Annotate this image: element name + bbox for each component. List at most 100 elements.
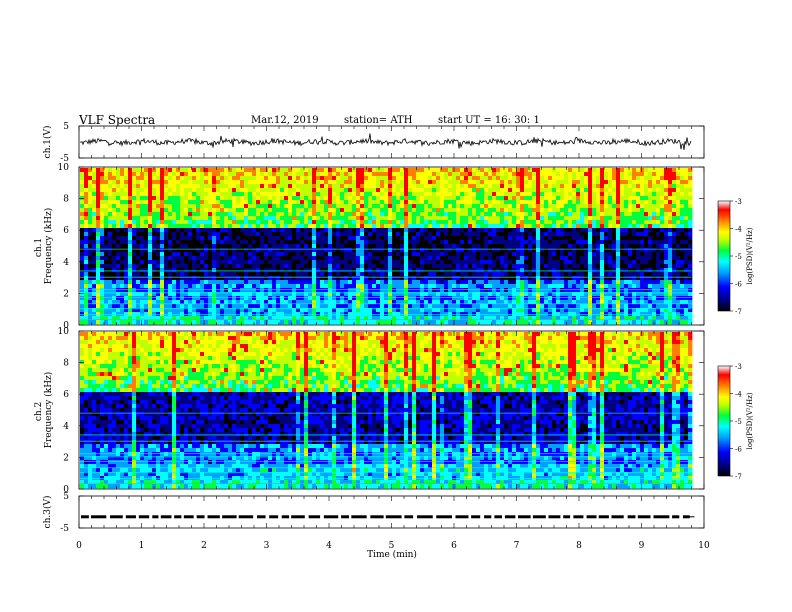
spectrogram-cell: [664, 176, 669, 181]
spectrogram-cell: [588, 268, 593, 273]
spectrogram-cell: [368, 188, 373, 193]
spectrogram-cell: [392, 260, 397, 265]
spectrogram-cell: [328, 180, 333, 185]
spectrogram-cell: [212, 196, 217, 201]
spectrogram-cell: [436, 284, 441, 289]
spectrogram-cell: [132, 240, 137, 245]
spectrogram-cell: [572, 248, 577, 253]
spectrogram-cell: [668, 272, 673, 277]
spectrogram-cell: [192, 292, 197, 297]
spectrogram-cell: [512, 268, 517, 273]
spectrogram-cell: [268, 292, 273, 297]
spectrogram-cell: [400, 232, 405, 237]
spectrogram-cell: [272, 172, 277, 177]
spectrogram-cell: [368, 268, 373, 273]
spectrogram-cell: [460, 200, 465, 205]
spectrogram-cell: [520, 208, 525, 213]
spectrogram-cell: [584, 280, 589, 285]
spectrogram-cell: [172, 248, 177, 253]
spectrogram-cell: [312, 236, 317, 241]
spectrogram-cell: [468, 224, 473, 229]
spectrogram-cell: [536, 188, 541, 193]
spectrogram-cell: [268, 176, 273, 181]
spectrogram-cell: [440, 180, 445, 185]
spectrogram-cell: [224, 284, 229, 289]
spectrogram-cell: [124, 256, 129, 261]
spectrogram-cell: [616, 168, 621, 173]
spectrogram-cell: [416, 264, 421, 269]
spectrogram-cell: [672, 224, 677, 229]
spectrogram-cell: [396, 180, 401, 185]
spectrogram-cell: [408, 272, 413, 277]
spectrogram-cell: [492, 236, 497, 241]
spectrogram-cell: [288, 188, 293, 193]
spectrogram-cell: [112, 260, 117, 265]
spectrogram-cell: [668, 168, 673, 173]
spectrogram-cell: [472, 268, 477, 273]
spectrogram-cell: [592, 236, 597, 241]
spectrogram-cell: [188, 260, 193, 265]
spectrogram-cell: [236, 292, 241, 297]
spectrogram-cell: [380, 212, 385, 217]
spectrogram-cell: [552, 256, 557, 261]
spectrogram-cell: [236, 276, 241, 281]
spectrogram-cell: [140, 284, 145, 289]
spectrogram-cell: [416, 184, 421, 189]
spectrogram-cell: [688, 292, 693, 297]
spectrogram-cell: [616, 192, 621, 197]
spectrogram-cell: [136, 288, 141, 293]
station-label: station= ATH: [344, 115, 413, 126]
spectrogram-cell: [508, 256, 513, 261]
spectrogram-cell: [436, 236, 441, 241]
spectrogram-cell: [504, 240, 509, 245]
spectrogram-cell: [332, 232, 337, 237]
spectrogram-cell: [560, 272, 565, 277]
spectrogram-cell: [484, 184, 489, 189]
spectrogram-cell: [200, 232, 205, 237]
spectrogram-cell: [404, 224, 409, 229]
spectrogram-cell: [244, 260, 249, 265]
spectrogram-cell: [312, 288, 317, 293]
spectrogram-cell: [652, 240, 657, 245]
spectrogram-cell: [164, 168, 169, 173]
spectrogram-cell: [344, 276, 349, 281]
spectrogram-cell: [116, 196, 121, 201]
spectrogram-cell: [640, 260, 645, 265]
spectrogram-cell: [264, 252, 269, 257]
spectrogram-cell: [224, 272, 229, 277]
spectrogram-cell: [684, 192, 689, 197]
spectrogram-cell: [392, 232, 397, 237]
spectrogram-cell: [428, 216, 433, 221]
spectrogram-cell: [532, 216, 537, 221]
spectrogram-cell: [440, 184, 445, 189]
spectrogram-cell: [192, 216, 197, 221]
spectrogram-cell: [212, 204, 217, 209]
spectrogram-cell: [184, 188, 189, 193]
spectrogram-cell: [272, 272, 277, 277]
spectrogram-cell: [632, 188, 637, 193]
spectrogram-cell: [616, 228, 621, 233]
spectrogram-cell: [340, 288, 345, 293]
spectrogram-cell: [668, 176, 673, 181]
spectrogram-cell: [428, 256, 433, 261]
spectrogram-cell: [272, 292, 277, 297]
spectrogram-cell: [528, 208, 533, 213]
spectrogram-cell: [428, 220, 433, 225]
spectrogram-cell: [80, 168, 85, 173]
spectrogram-cell: [116, 240, 121, 245]
spectrogram-cell: [340, 252, 345, 257]
spectrogram-cell: [524, 224, 529, 229]
spectrogram-cell: [504, 264, 509, 269]
spectrogram-cell: [196, 212, 201, 217]
spectrogram-cell: [604, 200, 609, 205]
spectrogram-cell: [288, 280, 293, 285]
spectrogram-cell: [588, 240, 593, 245]
spectrogram-cell: [392, 220, 397, 225]
spectrogram-cell: [308, 172, 313, 177]
spectrogram-cell: [200, 192, 205, 197]
spectrogram-cell: [564, 224, 569, 229]
spectrogram-cell: [660, 224, 665, 229]
spectrogram-cell: [632, 272, 637, 277]
spectrogram-cell: [464, 232, 469, 237]
spectrogram-cell: [240, 220, 245, 225]
